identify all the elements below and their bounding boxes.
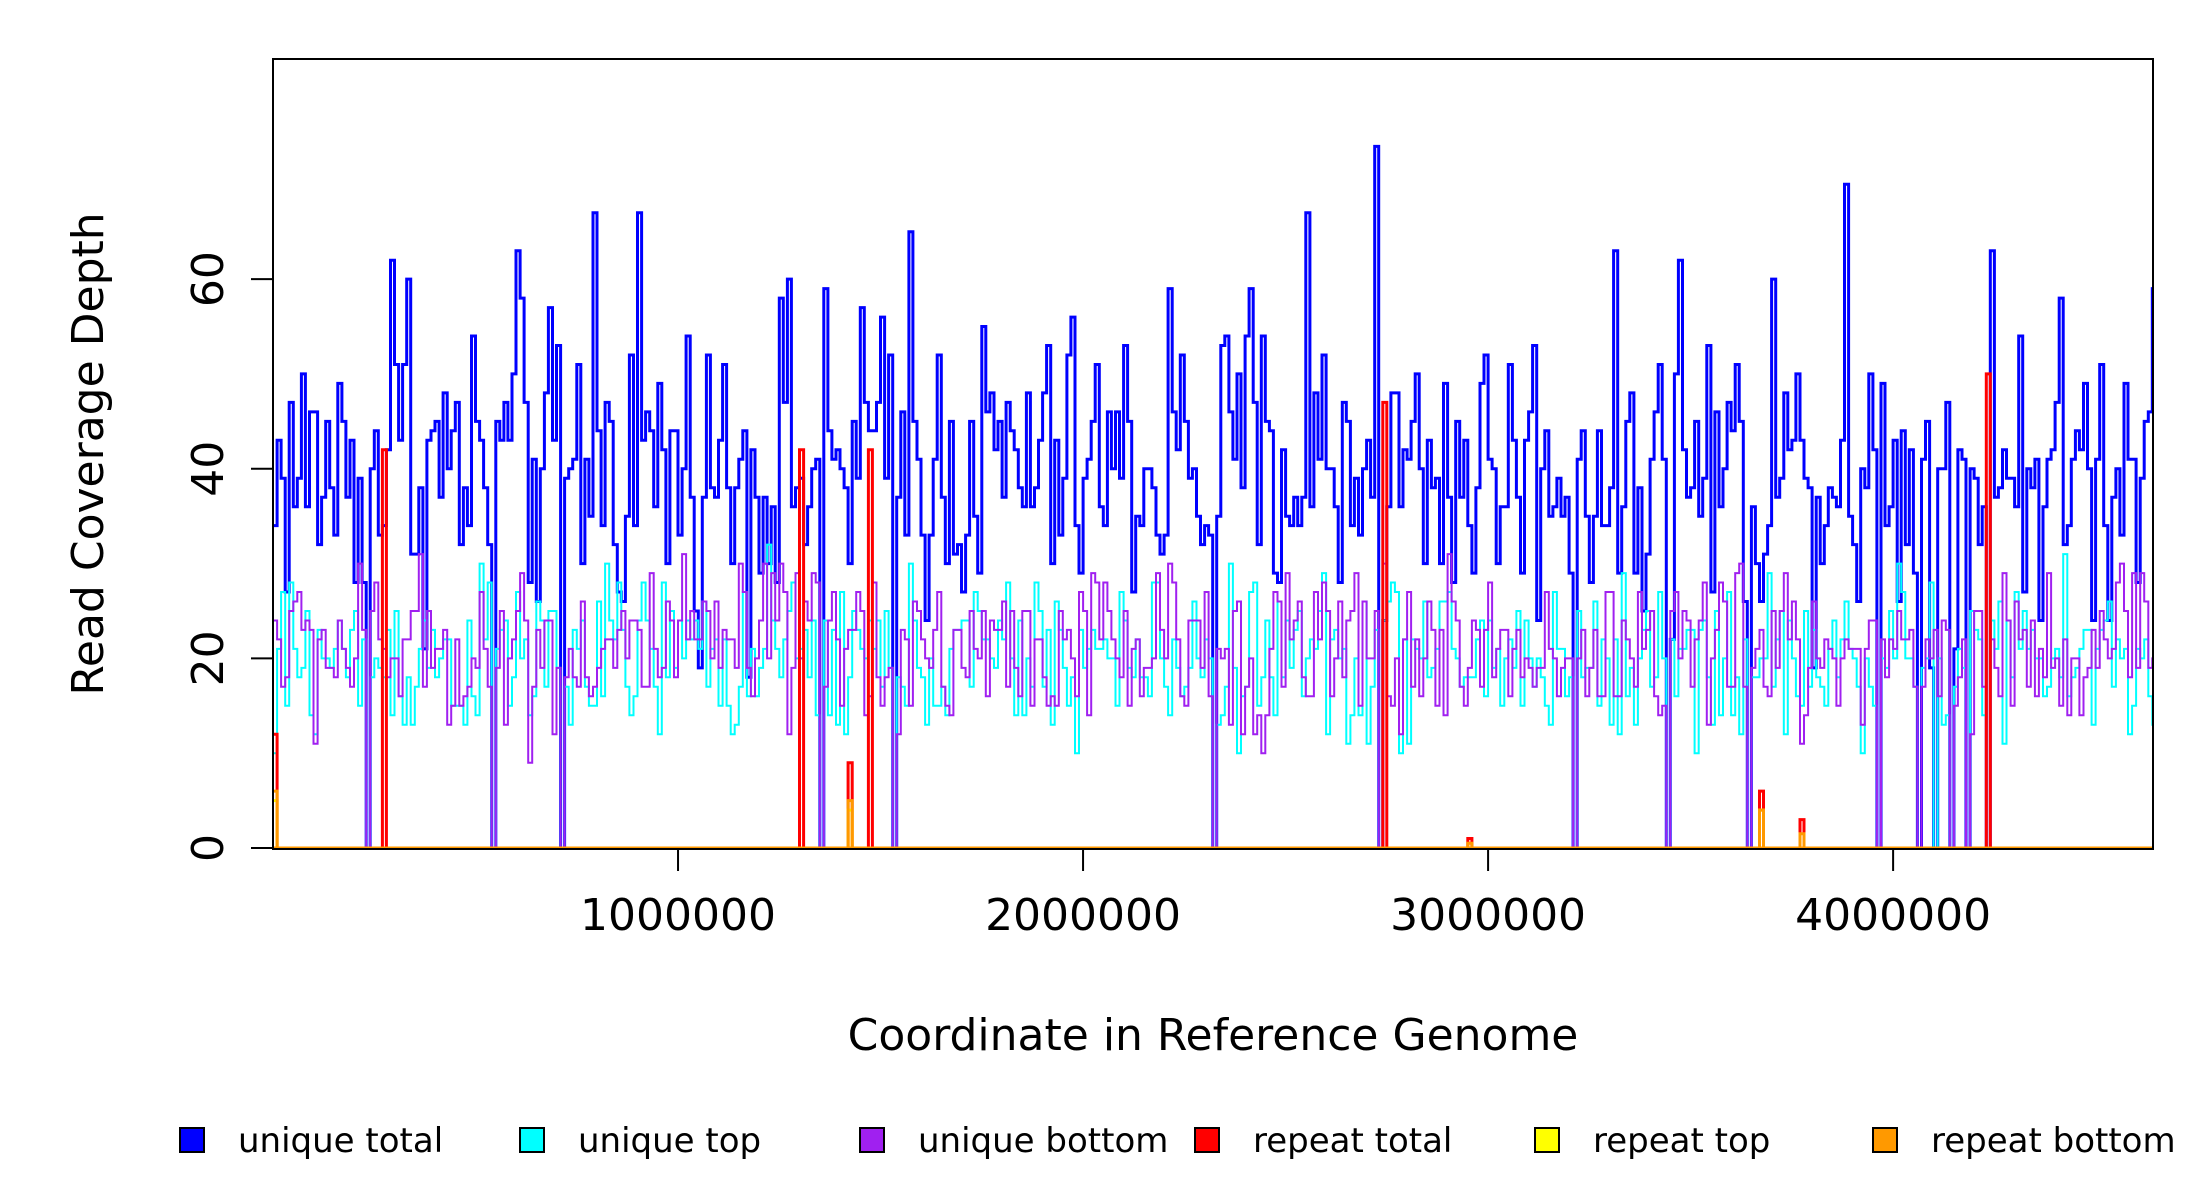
legend-swatch-unique-bottom [859,1127,885,1153]
legend-label-repeat-bottom: repeat bottom [1931,1121,2176,1161]
y-tick-label: 40 [183,441,234,497]
legend-swatch-repeat-top [1534,1127,1560,1153]
legend-label-repeat-top: repeat top [1593,1121,1770,1161]
y-tick-label: 20 [183,630,234,686]
legend: unique total unique top unique bottom repea… [179,1121,2176,1161]
legend-label-repeat-total: repeat total [1253,1121,1452,1161]
x-tick-label: 4000000 [1795,890,1991,941]
x-tick-label: 2000000 [985,890,1181,941]
series-line-repeat-bottom [273,789,1809,850]
legend-label-unique-bottom: unique bottom [918,1121,1168,1161]
y-tick-label: 60 [183,251,234,307]
x-tick-label: 3000000 [1390,890,1586,941]
legend-swatch-repeat-bottom [1872,1127,1898,1153]
y-tick-label: 0 [183,834,234,862]
axis-layer: 1000000 2000000 3000000 4000000 0 20 40 60 [183,251,1991,941]
plot-frame [272,58,2154,850]
legend-label-unique-total: unique total [238,1121,443,1161]
legend-label-unique-top: unique top [578,1121,761,1161]
legend-swatch-unique-top [519,1127,545,1153]
legend-swatch-repeat-total [1194,1127,1220,1153]
series-layer [273,144,2154,850]
legend-swatch-unique-total [179,1127,205,1153]
x-axis-title: Coordinate in Reference Genome [848,1010,1579,1061]
x-tick-label: 1000000 [580,890,776,941]
y-axis-title: Read Coverage Depth [63,212,114,695]
series-line-unique-bottom [273,553,2154,849]
